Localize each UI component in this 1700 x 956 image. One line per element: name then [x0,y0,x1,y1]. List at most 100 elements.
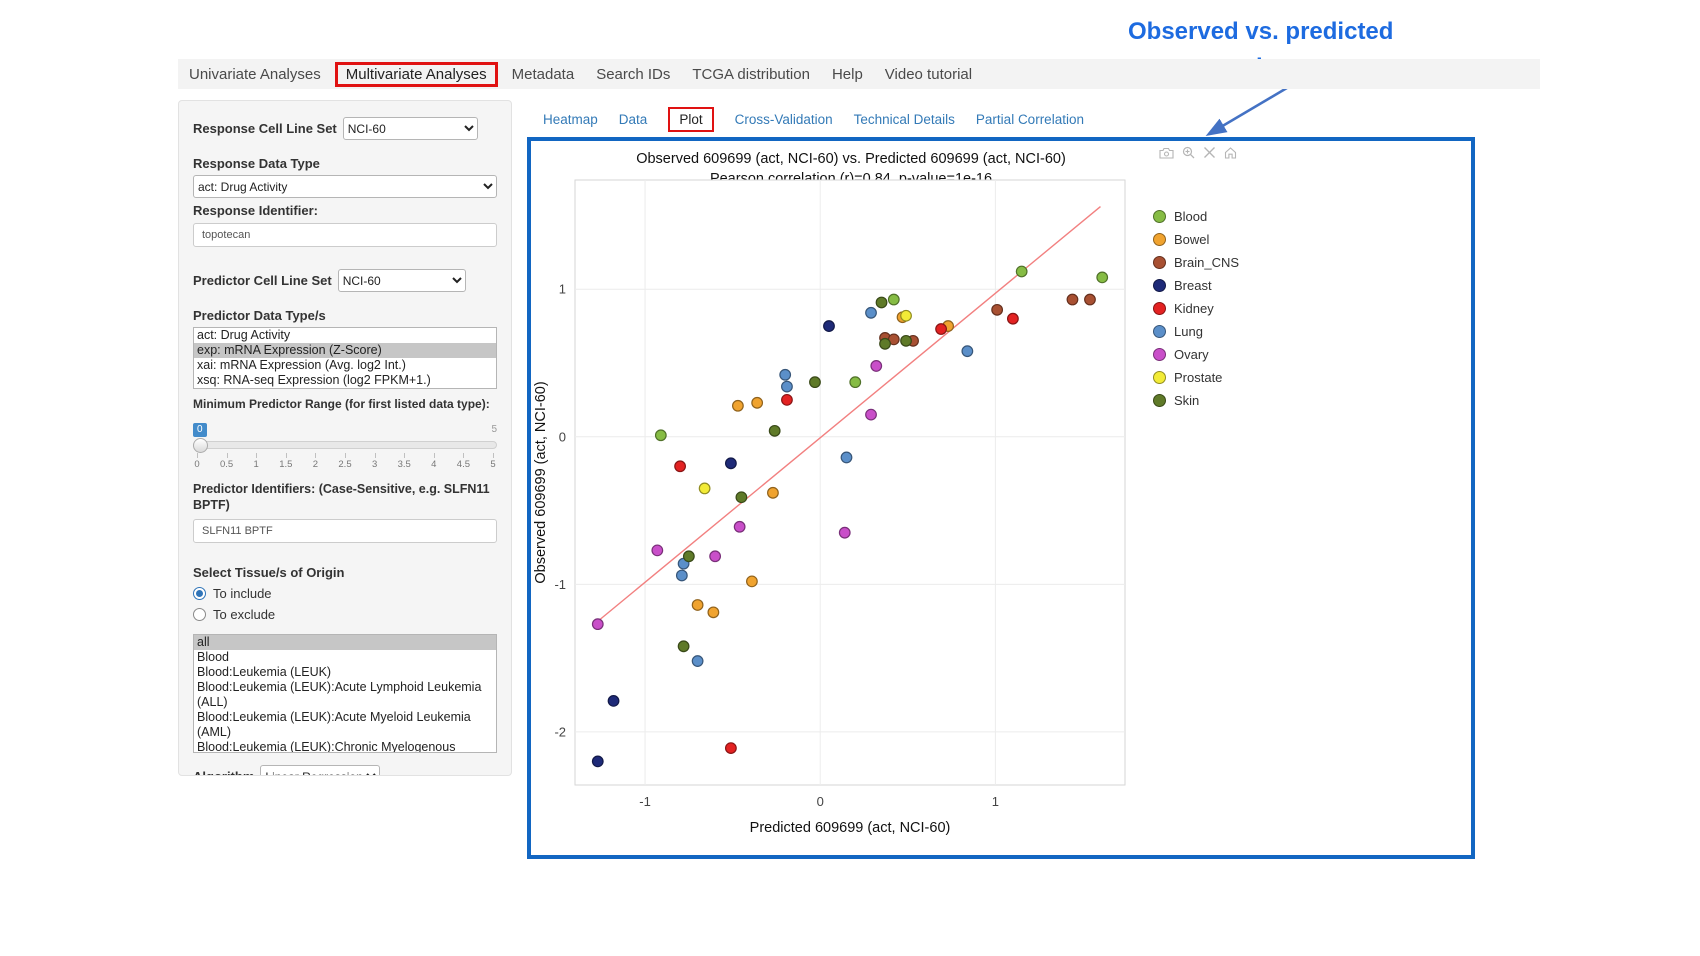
tissue-exclude-radio[interactable]: To exclude [193,607,497,622]
data-point-brain-cns[interactable] [1084,293,1096,306]
nav-item-search-ids[interactable]: Search IDs [596,65,671,83]
data-point-lung[interactable] [865,306,877,319]
data-point-ovary[interactable] [591,618,604,631]
legend-item-prostate[interactable]: Prostate [1153,366,1239,389]
data-point-ovary[interactable] [870,360,883,372]
data-point-bowel[interactable] [691,599,704,611]
pan-icon[interactable] [1203,146,1216,159]
list-option[interactable]: Blood:Leukemia (LEUK):Acute Myeloid Leuk… [197,710,471,739]
list-option[interactable]: exp: mRNA Expression (Z-Score) [194,343,496,358]
data-point-skin[interactable] [809,376,821,389]
data-point-bowel[interactable] [767,486,779,499]
list-option[interactable]: Blood:Leukemia (LEUK):Acute Lymphoid Leu… [197,680,482,709]
data-point-skin[interactable] [875,296,888,309]
data-point-kidney[interactable] [935,323,947,335]
tissue-exclude-radio-control[interactable] [193,608,206,621]
legend-item-lung[interactable]: Lung [1153,320,1239,343]
tab-cross-validation[interactable]: Cross-Validation [734,112,833,127]
data-point-blood[interactable] [654,429,667,442]
data-point-bowel[interactable] [751,396,764,409]
data-point-lung[interactable] [840,451,853,464]
legend-item-ovary[interactable]: Ovary [1153,343,1239,366]
data-point-ovary[interactable] [709,550,722,563]
data-point-skin[interactable] [677,640,690,653]
legend-item-blood[interactable]: Blood [1153,205,1239,228]
response-cell-line-set-select[interactable]: NCI-60 [342,117,478,140]
data-point-ovary[interactable] [838,526,851,539]
data-point-bowel[interactable] [707,606,720,619]
data-point-skin[interactable] [682,550,695,563]
data-point-bowel[interactable] [731,399,744,412]
data-point-skin[interactable] [879,337,891,350]
data-point-prostate[interactable] [900,309,912,322]
tab-plot[interactable]: Plot [668,107,714,132]
legend-item-skin[interactable]: Skin [1153,389,1239,412]
slider-tick [374,453,376,458]
response-identifier-input[interactable] [193,223,497,247]
autoscale-icon[interactable] [1224,146,1237,159]
data-point-kidney[interactable] [674,460,686,473]
data-point-ovary[interactable] [651,544,664,557]
predictor-identifiers-input[interactable] [193,519,497,543]
tissue-include-radio-control[interactable] [193,587,206,600]
tissue-include-radio[interactable]: To include [193,586,497,601]
zoom-icon[interactable] [1182,146,1195,159]
nav-item-help[interactable]: Help [831,65,863,83]
nav-item-univariate-analyses[interactable]: Univariate Analyses [189,65,321,83]
list-option[interactable]: Blood:Leukemia (LEUK) [197,665,332,679]
data-point-breast[interactable] [591,755,604,768]
data-point-breast[interactable] [607,694,620,707]
response-data-type-select[interactable]: act: Drug Activity [193,175,497,198]
nav-item-multivariate-analyses[interactable]: Multivariate Analyses [334,61,498,87]
tissues-listbox[interactable]: all Blood Blood:Leukemia (LEUK) Blood:Leuke… [193,634,497,753]
data-point-skin[interactable] [900,334,912,347]
data-point-kidney[interactable] [1006,312,1019,325]
data-point-lung[interactable] [961,345,974,358]
data-point-blood[interactable] [887,293,900,306]
nav-item-metadata[interactable]: Metadata [511,65,575,83]
algorithm-select[interactable]: Linear Regression [260,765,381,775]
data-point-lung[interactable] [691,655,704,667]
data-point-prostate[interactable] [698,482,711,495]
predictor-data-types-listbox[interactable]: act: Drug Activity exp: mRNA Expression (… [193,327,497,389]
plot-area[interactable] [574,179,1126,786]
data-point-brain-cns[interactable] [991,303,1004,316]
data-point-kidney[interactable] [724,742,737,755]
data-point-bowel[interactable] [746,575,758,588]
tab-partial-correlation[interactable]: Partial Correlation [975,112,1084,127]
data-point-breast[interactable] [724,457,737,470]
nav-item-tcga-distribution[interactable]: TCGA distribution [692,65,810,83]
data-point-ovary[interactable] [733,520,746,533]
data-point-kidney[interactable] [781,393,793,406]
data-point-skin[interactable] [768,424,781,437]
tab-data[interactable]: Data [618,112,648,127]
data-point-ovary[interactable] [865,408,877,421]
tab-heatmap[interactable]: Heatmap [543,112,598,127]
tab-technical-details[interactable]: Technical Details [853,112,955,127]
data-point-lung[interactable] [675,569,688,582]
min-predictor-range-slider[interactable]: 0 5 0 0.5 1 1.5 2 2.5 3 3.5 4 4.5 5 [193,423,497,473]
data-point-blood[interactable] [1096,271,1109,284]
slider-handle[interactable] [193,438,208,453]
legend-item-breast[interactable]: Breast [1153,274,1239,297]
legend-item-brain-cns[interactable]: Brain_CNS [1153,251,1239,274]
data-point-blood[interactable] [849,376,862,389]
data-point-breast[interactable] [823,320,835,332]
predictor-cell-line-set-select[interactable]: NCI-60 [337,269,466,292]
list-option[interactable]: act: Drug Activity [197,328,291,342]
legend-item-kidney[interactable]: Kidney [1153,297,1239,320]
slider-track[interactable] [193,438,497,453]
data-point-skin[interactable] [735,491,748,504]
list-option[interactable]: all [194,635,496,650]
data-point-brain-cns[interactable] [1066,293,1079,306]
data-point-lung[interactable] [781,380,793,393]
camera-icon[interactable] [1159,147,1174,159]
legend-item-bowel[interactable]: Bowel [1153,228,1239,251]
data-point-blood[interactable] [1015,265,1028,278]
list-option[interactable]: Blood:Leukemia (LEUK):Chronic Myelogenou… [197,740,456,753]
list-option[interactable]: xsq: RNA-seq Expression (log2 FPKM+1.) [197,373,431,387]
list-option[interactable]: Blood [197,650,229,664]
data-point-lung[interactable] [779,368,792,381]
list-option[interactable]: xai: mRNA Expression (Avg. log2 Int.) [197,358,406,372]
nav-item-video-tutorial[interactable]: Video tutorial [884,65,973,83]
